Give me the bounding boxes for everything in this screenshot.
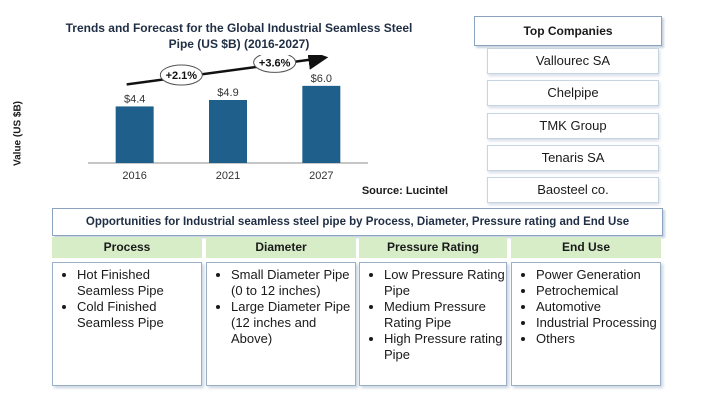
diameter-box: Small Diameter Pipe (0 to 12 inches)Larg… [206,262,356,386]
company-item: Tenaris SA [487,144,659,171]
list-item: Others [536,331,660,347]
bar-value-label: $4.4 [124,93,145,105]
column-header-end-use: End Use [511,237,661,258]
column-header-process: Process [52,237,202,258]
list-item: Small Diameter Pipe (0 to 12 inches) [231,267,355,299]
bar-chart: $4.4 2016 $4.9 2021 $6.0 2027 +2.1% +3.6% [88,55,368,182]
list-item: Medium Pressure Rating Pipe [384,299,506,331]
list-item: Cold Finished Seamless Pipe [77,299,201,331]
top-companies-header: Top Companies [474,16,662,46]
list-item: High Pressure rating Pipe [384,331,506,363]
column-header-pressure-rating: Pressure Rating [359,237,507,258]
column-header-diameter: Diameter [206,237,356,258]
pressure-rating-box: Low Pressure Rating PipeMedium Pressure … [359,262,507,386]
company-item: Chelpipe [487,80,659,107]
list-item: Petrochemical [536,283,660,299]
x-tick-label: 2021 [216,170,240,182]
source-note: Source: Lucintel [361,185,448,197]
end-use-list: Power GenerationPetrochemicalAutomotiveI… [512,267,660,347]
x-tick-label: 2027 [309,170,333,182]
cagr-label: +3.6% [259,57,291,69]
diameter-list: Small Diameter Pipe (0 to 12 inches)Larg… [207,267,355,347]
process-box: Hot Finished Seamless PipeCold Finished … [52,262,202,386]
list-item: Automotive [536,299,660,315]
cagr-oval [253,55,297,73]
bar-value-label: $4.9 [217,87,238,99]
bar [302,85,341,163]
end-use-box: Power GenerationPetrochemicalAutomotiveI… [511,262,661,386]
cagr-oval [159,64,203,86]
company-list: Vallourec SA Chelpipe TMK Group Tenaris SA B… [487,48,659,209]
x-tick-label: 2016 [122,170,146,182]
bar [209,100,247,163]
list-item: Hot Finished Seamless Pipe [77,267,201,299]
bar [115,106,154,163]
opportunities-header: Opportunities for Industrial seamless st… [52,208,663,236]
company-item: Baosteel co. [487,177,659,204]
pressure-rating-list: Low Pressure Rating PipeMedium Pressure … [360,267,506,363]
company-item: Vallourec SA [487,48,659,74]
chart-title: Trends and Forecast for the Global Indus… [65,21,413,51]
y-axis-label: Value (US $B) [12,100,24,167]
list-item: Power Generation [536,267,660,283]
cagr-label: +2.1% [166,70,198,82]
list-item: Industrial Processing [536,315,660,331]
process-list: Hot Finished Seamless PipeCold Finished … [53,267,201,331]
list-item: Low Pressure Rating Pipe [384,267,506,299]
company-item: TMK Group [487,112,659,139]
list-item: Large Diameter Pipe (12 inches and Above… [231,299,355,347]
bar-value-label: $6.0 [311,73,332,85]
